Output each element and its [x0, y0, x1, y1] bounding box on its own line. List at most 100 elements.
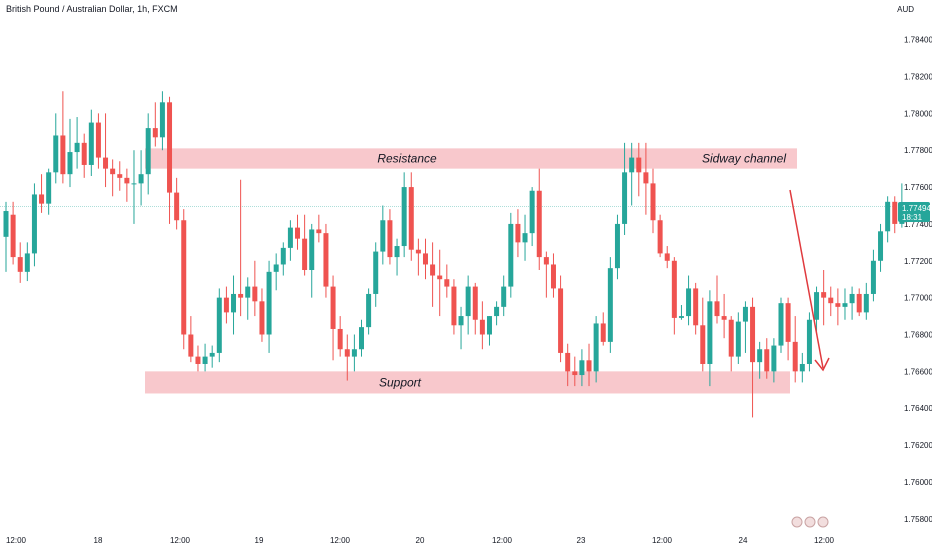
x-tick-label: 12:00	[170, 536, 191, 545]
candle	[821, 270, 827, 326]
candle	[586, 343, 592, 387]
candle-body	[60, 135, 66, 175]
candle-body	[714, 301, 720, 317]
candle-body	[351, 349, 357, 357]
candle	[742, 301, 748, 353]
candle-body	[750, 306, 756, 363]
candle	[110, 159, 116, 197]
candle-body	[643, 172, 649, 184]
candle	[785, 297, 791, 361]
candle-body	[657, 220, 663, 254]
candle	[81, 133, 87, 178]
candle	[309, 223, 315, 298]
candle	[700, 297, 706, 372]
candle	[280, 242, 286, 276]
down-arrow-icon	[789, 189, 830, 372]
candle	[721, 293, 727, 339]
y-tick-label: 1.76800	[904, 331, 932, 340]
support-label: Support	[379, 375, 422, 389]
candle-body	[828, 297, 834, 304]
price-tag: 1.77494 18:31	[898, 202, 931, 222]
candle-body	[394, 246, 400, 258]
candle-body	[778, 303, 784, 346]
candle	[316, 214, 322, 243]
resistance-label: Resistance	[377, 152, 437, 166]
candle	[223, 286, 229, 324]
candle	[302, 214, 308, 276]
candle	[536, 168, 542, 270]
candle-body	[465, 286, 471, 317]
candle-body	[103, 157, 109, 169]
candle-body	[678, 316, 684, 318]
candle-body	[31, 194, 37, 254]
candle	[842, 288, 848, 320]
candles-layer	[3, 91, 905, 418]
candle-body	[849, 293, 855, 304]
candle-body	[686, 288, 692, 317]
candle	[124, 168, 130, 202]
candle-body	[159, 102, 165, 138]
candle-body	[430, 264, 436, 276]
candle	[828, 286, 834, 317]
candle	[728, 316, 734, 372]
candle	[401, 172, 407, 258]
candle-body	[622, 172, 628, 224]
candle-body	[458, 316, 464, 326]
candle	[579, 349, 585, 387]
y-tick-label: 1.77600	[904, 183, 932, 192]
candle	[629, 142, 635, 206]
candle-body	[742, 306, 748, 322]
candle	[373, 242, 379, 307]
candle-body	[693, 288, 699, 326]
candle	[558, 275, 564, 363]
candle	[209, 345, 215, 368]
y-tick-label: 1.78400	[904, 36, 932, 45]
candle-body	[558, 288, 564, 353]
candle-body	[39, 194, 45, 204]
candle	[472, 282, 478, 335]
candle-body	[124, 177, 130, 184]
candle	[3, 201, 9, 272]
candle	[245, 277, 251, 320]
y-tick-label: 1.78000	[904, 109, 932, 118]
candle	[508, 212, 514, 298]
candle-body	[380, 220, 386, 252]
candle-body	[593, 323, 599, 372]
candle-body	[671, 260, 677, 318]
zone-resistance[interactable]	[145, 148, 797, 169]
candle-body	[81, 142, 87, 165]
candle-body	[735, 321, 741, 357]
candle	[515, 209, 521, 258]
candle-body	[501, 286, 507, 307]
candle	[650, 168, 656, 234]
candle-body	[266, 271, 272, 335]
candle	[152, 102, 158, 147]
candle-body	[167, 102, 173, 193]
candle	[181, 209, 187, 350]
candle	[614, 214, 620, 280]
candle	[799, 352, 805, 383]
candle-body	[223, 297, 229, 313]
zone-support[interactable]	[145, 371, 790, 394]
candle-body	[209, 352, 215, 357]
candle-body	[629, 157, 635, 173]
candle	[46, 168, 52, 215]
candle	[103, 113, 109, 188]
event-icons[interactable]	[791, 516, 829, 528]
candle-body	[664, 253, 670, 261]
candle	[138, 150, 144, 206]
x-tick-label: 12:00	[330, 536, 351, 545]
candle	[344, 334, 350, 381]
candle	[863, 282, 869, 320]
candle	[664, 246, 670, 269]
candle-body	[814, 292, 820, 320]
y-tick-label: 1.77400	[904, 220, 932, 229]
candle-body	[46, 172, 52, 204]
candle	[202, 343, 208, 372]
candle	[216, 288, 222, 363]
candle	[678, 305, 684, 320]
candle-body	[636, 157, 642, 173]
candle	[117, 161, 123, 191]
event-flag-icon	[804, 516, 816, 528]
